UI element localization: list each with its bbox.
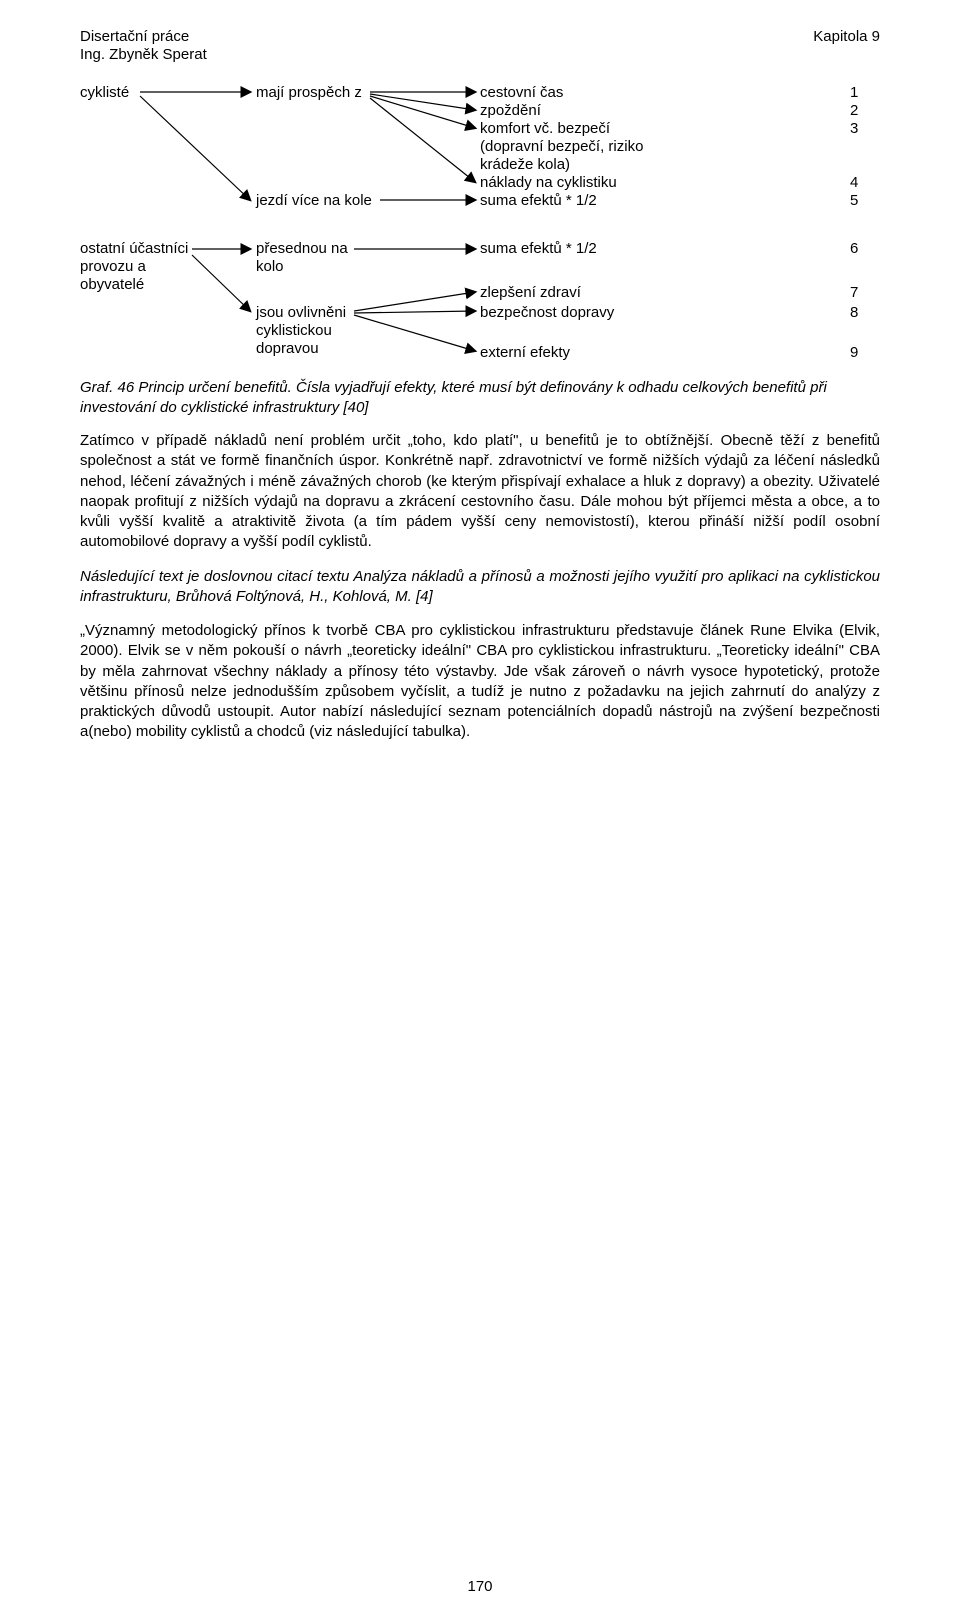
header-left: Disertační práce Ing. Zbyněk Sperat bbox=[80, 28, 207, 64]
diagram-num-8: 8 bbox=[850, 304, 858, 322]
diagram-num-1: 1 bbox=[850, 84, 858, 102]
diagram-node-suma1: suma efektů * 1/2 bbox=[480, 192, 597, 210]
document-page: Disertační práce Ing. Zbyněk Sperat Kapi… bbox=[0, 0, 960, 1613]
page-number: 170 bbox=[467, 1578, 492, 1595]
author-name: Ing. Zbyněk Sperat bbox=[80, 46, 207, 64]
benefits-diagram: cyklisté ostatní účastníci provozu a oby… bbox=[80, 82, 880, 372]
diagram-node-naklady: náklady na cyklistiku bbox=[480, 174, 617, 192]
diagram-num-4: 4 bbox=[850, 174, 858, 192]
diagram-node-cestovni-cas: cestovní čas bbox=[480, 84, 563, 102]
diagram-num-3: 3 bbox=[850, 120, 858, 138]
diagram-node-zlepseni: zlepšení zdraví bbox=[480, 284, 581, 302]
diagram-node-bezpecnost: bezpečnost dopravy bbox=[480, 304, 614, 322]
figure-caption: Graf. 46 Princip určení benefitů. Čísla … bbox=[80, 378, 880, 417]
diagram-num-7: 7 bbox=[850, 284, 858, 302]
diagram-node-komfort: komfort vč. bezpečí (dopravní bezpečí, r… bbox=[480, 120, 690, 174]
diagram-node-maji-prospech: mají prospěch z bbox=[256, 84, 362, 102]
diagram-node-jezdi-vice: jezdí více na kole bbox=[256, 192, 372, 210]
diagram-node-cykliste: cyklisté bbox=[80, 84, 129, 102]
diagram-num-9: 9 bbox=[850, 344, 858, 362]
diagram-node-ostatni: ostatní účastníci provozu a obyvatelé bbox=[80, 240, 200, 294]
diagram-node-suma2: suma efektů * 1/2 bbox=[480, 240, 597, 258]
diagram-num-2: 2 bbox=[850, 102, 858, 120]
diagram-node-jsou-ovlivneni: jsou ovlivněni cyklistickou dopravou bbox=[256, 304, 366, 358]
thesis-label: Disertační práce bbox=[80, 28, 207, 46]
diagram-node-presednou: přesednou na kolo bbox=[256, 240, 366, 276]
page-header: Disertační práce Ing. Zbyněk Sperat Kapi… bbox=[80, 28, 880, 64]
diagram-num-6: 6 bbox=[850, 240, 858, 258]
diagram-node-zpozdeni: zpoždění bbox=[480, 102, 541, 120]
paragraph-2: Následující text je doslovnou citací tex… bbox=[80, 567, 880, 608]
diagram-num-5: 5 bbox=[850, 192, 858, 210]
diagram-node-externi: externí efekty bbox=[480, 344, 570, 362]
chapter-label: Kapitola 9 bbox=[813, 28, 880, 45]
paragraph-3: „Významný metodologický přínos k tvorbě … bbox=[80, 621, 880, 743]
header-right: Kapitola 9 bbox=[813, 28, 880, 64]
paragraph-1: Zatímco v případě nákladů není problém u… bbox=[80, 431, 880, 553]
